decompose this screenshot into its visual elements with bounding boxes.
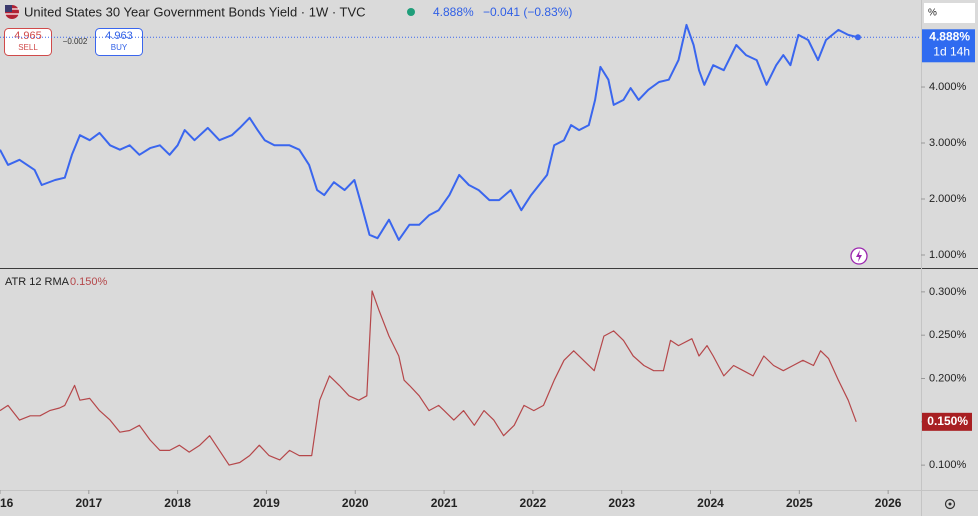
indicator-value: 0.150%	[70, 276, 108, 288]
spread: −0.002	[63, 37, 88, 46]
flag-icon	[5, 5, 19, 19]
header-price: 4.888%	[433, 5, 474, 19]
sell-label: SELL	[18, 43, 38, 52]
sell-button[interactable]: 4.965 SELL	[4, 28, 52, 56]
lightning-icon[interactable]	[850, 247, 868, 265]
buy-button[interactable]: 4.963 BUY	[95, 28, 143, 56]
x-tick-label: 2019	[253, 496, 280, 510]
settings-icon[interactable]	[944, 498, 956, 510]
market-status-dot	[407, 8, 415, 16]
x-tick-label: 2026	[875, 496, 902, 510]
buy-label: BUY	[111, 43, 128, 52]
x-tick-label: 2022	[520, 496, 547, 510]
sell-price: 4.965	[14, 30, 42, 42]
x-tick-label: 2025	[786, 496, 813, 510]
x-tick-label: 2021	[431, 496, 458, 510]
y-tick-label: 4.000%	[929, 81, 967, 93]
value-badge	[922, 412, 972, 431]
header-change: −0.041 (−0.83%)	[483, 5, 572, 19]
x-tick-label: 2023	[608, 496, 635, 510]
y-tick-label: 3.000%	[929, 137, 967, 149]
y-tick-label: 2.000%	[929, 193, 967, 205]
series-line	[0, 23, 859, 241]
x-tick-label: 2018	[164, 496, 191, 510]
unit-button[interactable]: %	[924, 3, 975, 23]
y-tick-label: 0.250%	[929, 329, 967, 341]
countdown-label: 1d 14h	[933, 44, 970, 58]
y-tick-label: 0.100%	[929, 459, 967, 471]
x-tick-label: 2017	[75, 496, 102, 510]
indicator-title: ATR 12 RMA	[5, 276, 70, 288]
value-badge-label: 0.150%	[927, 414, 968, 428]
price-badge-label: 4.888%	[929, 29, 970, 43]
y-tick-label: 0.200%	[929, 372, 967, 384]
y-tick-label: 1.000%	[929, 249, 967, 261]
price-badge	[922, 29, 975, 63]
x-tick-label: 2024	[697, 496, 724, 510]
unit-label: %	[928, 8, 937, 19]
y-tick-label: 0.300%	[929, 286, 967, 298]
buy-price: 4.963	[105, 30, 133, 42]
symbol-title: United States 30 Year Government Bonds Y…	[24, 4, 366, 19]
last-point	[854, 34, 861, 41]
series-line	[0, 290, 857, 466]
x-tick-label: 2020	[342, 496, 369, 510]
x-tick-label: 16	[0, 496, 14, 510]
